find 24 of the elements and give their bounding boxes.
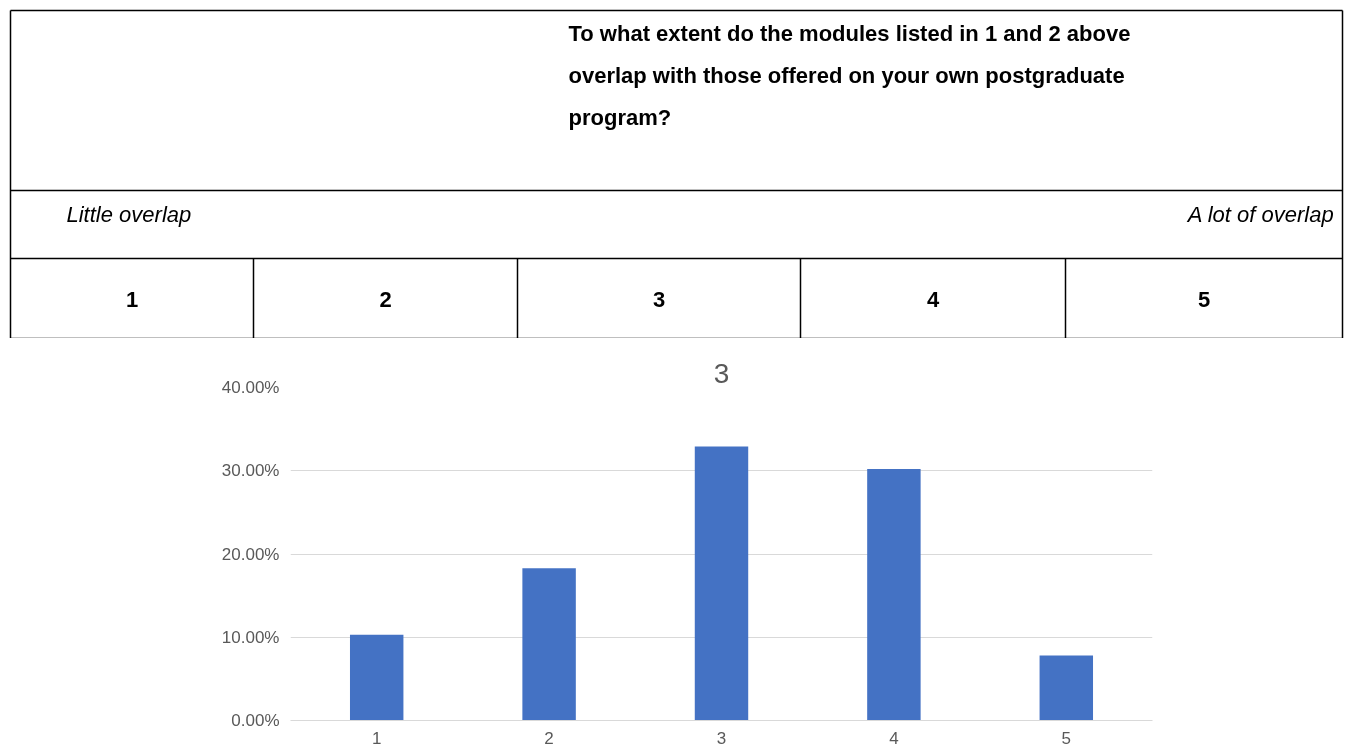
x-tick-label: 2	[544, 728, 554, 748]
text: Little overlap	[66, 202, 192, 227]
y-tick-label: 30.00%	[221, 461, 280, 481]
bar	[349, 634, 404, 721]
x-tick-label: 3	[716, 728, 727, 748]
text: A lot of overlap	[1185, 202, 1334, 227]
chart-title: 3	[713, 357, 730, 389]
text: To what extent do the modules listed in 1 and 2 above overlap with those offered on your own postgraduate program?	[568, 21, 1131, 130]
text: 2	[379, 287, 392, 312]
text: 4	[926, 287, 940, 312]
x-tick-label: 4	[889, 728, 899, 748]
bar	[522, 568, 576, 721]
x-tick-label: 1	[371, 728, 382, 748]
y-tick-label: 0.00%	[231, 711, 280, 730]
text: 3	[652, 287, 666, 312]
y-tick-label: 10.00%	[221, 627, 280, 647]
bar	[867, 469, 921, 721]
x-tick-label: 5	[1061, 728, 1072, 748]
text: 5	[1197, 287, 1211, 312]
bar	[1039, 655, 1094, 721]
text: 1	[125, 287, 139, 312]
y-tick-label: 20.00%	[221, 544, 280, 564]
y-tick-label: 40.00%	[221, 378, 280, 397]
bar	[694, 446, 749, 721]
